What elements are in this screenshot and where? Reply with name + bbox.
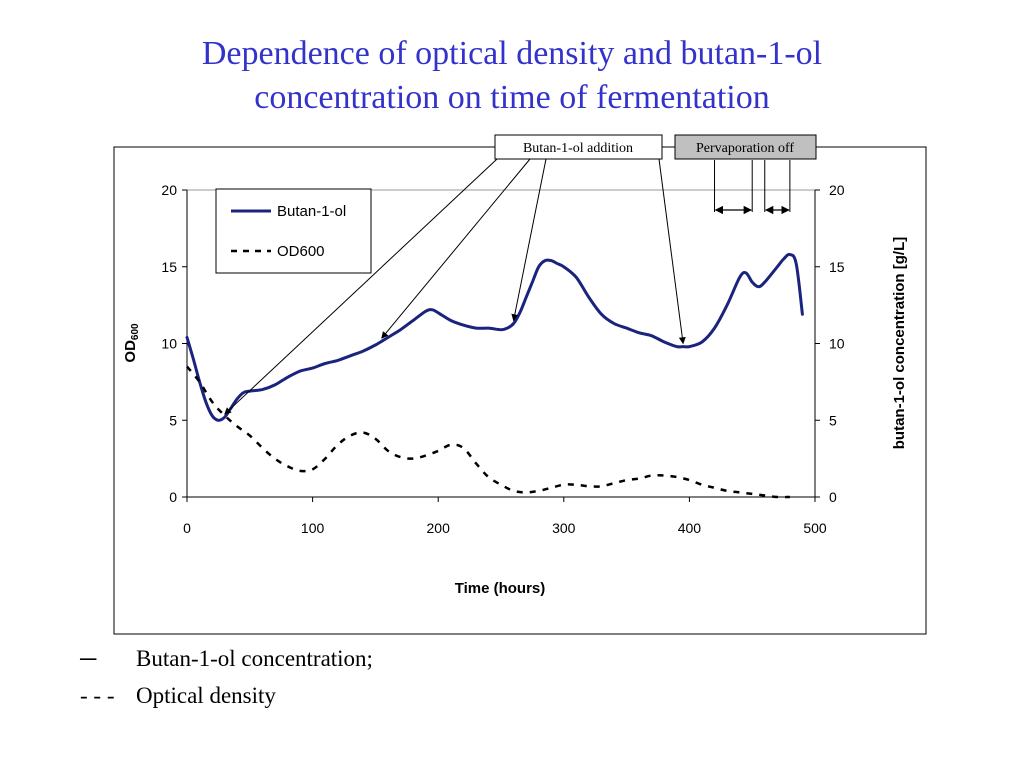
addition-arrow <box>381 158 531 339</box>
callout-addition-box <box>494 134 663 160</box>
y-tick-label-right: 20 <box>829 182 845 198</box>
callout-addition-label: Butan-1-ol addition <box>523 141 633 156</box>
y-tick-label-left: 15 <box>161 259 177 275</box>
y-tick-label-left: 0 <box>169 489 177 505</box>
note-butanol-symbol: ─ <box>80 646 97 671</box>
series-layer <box>185 252 804 499</box>
x-tick-label: 0 <box>183 520 191 536</box>
legend: Butan-1-ol OD600 <box>215 188 372 274</box>
annotation-layer <box>224 158 791 415</box>
y-axis-label-left: OD600 <box>122 323 141 363</box>
x-tick-label: 300 <box>552 520 576 536</box>
slide-title-line-2: concentration on time of fermentation <box>254 79 770 116</box>
y-tick-label-left: 10 <box>161 336 177 352</box>
note-od: - - - Optical density <box>80 683 276 709</box>
y-tick-label-right: 5 <box>829 412 837 428</box>
x-axis-label: Time (hours) <box>455 580 546 597</box>
y-tick-label-left: 5 <box>169 412 177 428</box>
note-butanol-text: Butan-1-ol concentration; <box>136 646 373 671</box>
callout-pervaporation-label: Pervaporation off <box>696 141 794 156</box>
y-tick-label-right: 10 <box>829 336 845 352</box>
x-tick-label: 200 <box>427 520 451 536</box>
y-axis-label-left-main: OD <box>122 340 139 363</box>
slide-title-line-1: Dependence of optical density and butan-… <box>201 35 823 72</box>
legend-box <box>215 188 372 274</box>
addition-arrow <box>658 158 686 345</box>
legend-label-butanol: Butan-1-ol <box>277 203 346 220</box>
note-butanol: ─ Butan-1-ol concentration; <box>80 646 373 672</box>
callout-pervaporation-box <box>674 134 817 160</box>
callout-pervaporation: Pervaporation off <box>674 134 817 160</box>
legend-label-od600: OD600 <box>277 243 325 260</box>
y-tick-label-right: 0 <box>829 489 837 505</box>
y-tick-label-left: 20 <box>161 182 177 198</box>
y-axis-label-left-sub: 600 <box>130 323 141 340</box>
addition-arrow <box>224 158 498 415</box>
slide-title: Dependence of optical density and butan-… <box>0 32 1024 120</box>
x-tick-label: 100 <box>301 520 325 536</box>
series-line-butanol <box>185 252 804 422</box>
addition-arrow <box>511 158 547 322</box>
note-od-text: Optical density <box>136 683 276 708</box>
x-tick-label: 400 <box>678 520 702 536</box>
y-tick-label-right: 15 <box>829 259 845 275</box>
callout-addition: Butan-1-ol addition <box>494 134 663 160</box>
x-tick-label: 500 <box>803 520 827 536</box>
note-od-symbol: - - - <box>80 683 115 708</box>
y-axis-label-right: butan-1-ol concentration [g/L] <box>891 237 908 449</box>
series-line-od600 <box>186 365 790 499</box>
